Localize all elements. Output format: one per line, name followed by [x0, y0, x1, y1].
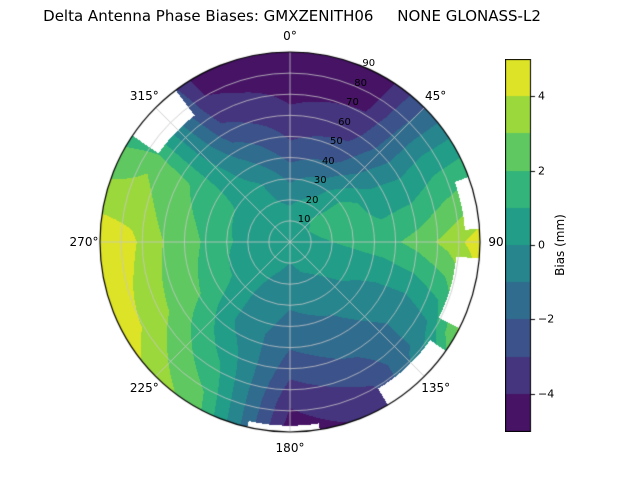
- colorbar-tick-label: −2: [538, 312, 555, 326]
- colorbar-tick-label: 0: [538, 238, 545, 252]
- azimuth-tick-label: 135°: [421, 380, 451, 395]
- azimuth-tick-label: 315°: [129, 89, 159, 104]
- polar-contour-canvas: [90, 42, 490, 442]
- radial-tick-label: 50: [330, 136, 343, 148]
- azimuth-tick-label: 45°: [425, 89, 447, 104]
- radial-tick-label: 60: [338, 116, 351, 128]
- radial-tick-label: 20: [305, 194, 319, 206]
- radial-tick-label: 70: [346, 97, 359, 109]
- azimuth-tick-label: 0°: [283, 29, 297, 43]
- colorbar-tick-label: 4: [538, 89, 545, 103]
- azimuth-tick-label: 180°: [275, 441, 305, 455]
- colorbar-tick-label: −4: [538, 387, 555, 401]
- radial-tick-label: 90: [362, 58, 376, 70]
- plot-title: Delta Antenna Phase Biases: GMXZENITH06 …: [43, 7, 541, 25]
- radial-tick-label: 10: [297, 214, 311, 226]
- radial-tick-label: 40: [321, 155, 335, 167]
- radial-tick-label: 30: [313, 175, 327, 187]
- colorbar-canvas: [505, 59, 537, 432]
- azimuth-tick-label: 90: [488, 235, 504, 249]
- colorbar-axis-label: Bias (mm): [553, 214, 567, 276]
- colorbar-tick-label: 2: [538, 164, 545, 178]
- azimuth-tick-label: 225°: [129, 380, 159, 395]
- radial-tick-label: 80: [354, 77, 367, 89]
- azimuth-tick-label: 270°: [69, 235, 99, 249]
